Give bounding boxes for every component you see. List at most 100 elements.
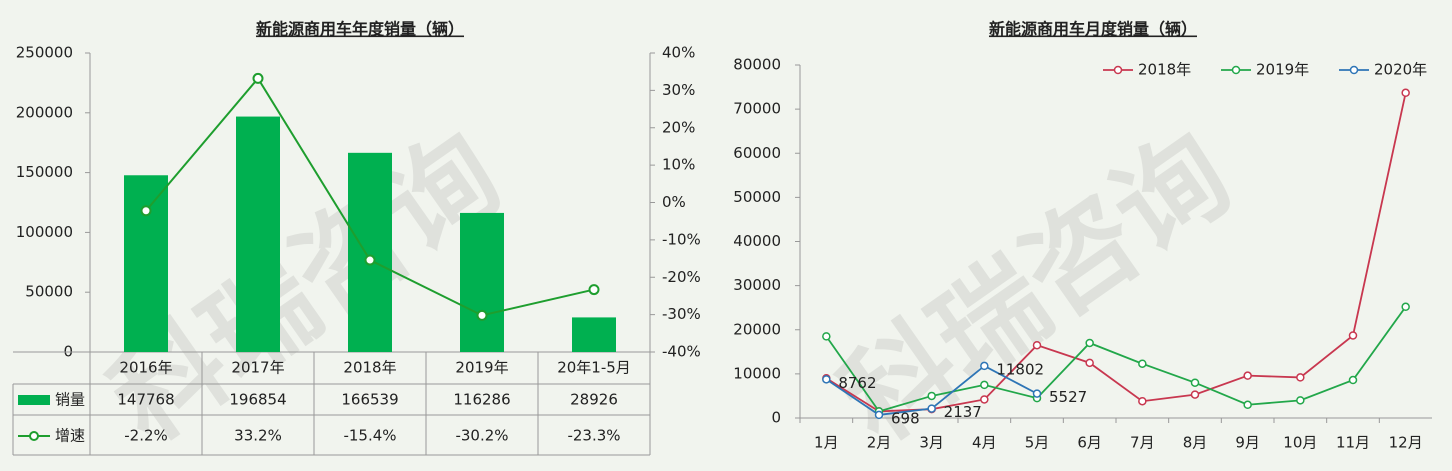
table-value: 116286 xyxy=(453,391,510,409)
legend-marker xyxy=(29,431,39,441)
y-tick-label: 10000 xyxy=(733,364,781,382)
x-tick-label: 2016年 xyxy=(119,359,172,377)
bar xyxy=(460,212,504,352)
y2-tick-label: -30% xyxy=(662,305,701,323)
legend-label: 销量 xyxy=(55,391,85,409)
y-tick-label: 30000 xyxy=(733,276,781,294)
data-label: 11802 xyxy=(996,360,1044,378)
legend-label: 增速 xyxy=(55,427,85,445)
table-value: -15.4% xyxy=(343,427,396,445)
y2-tick-label: 40% xyxy=(662,44,695,62)
y2-tick-label: 10% xyxy=(662,156,695,174)
x-tick-label: 2019年 xyxy=(455,359,508,377)
marker xyxy=(822,375,831,384)
x-tick-label: 5月 xyxy=(1025,434,1050,452)
y-tick-label: 20000 xyxy=(733,320,781,338)
x-tick-label: 10月 xyxy=(1283,434,1317,452)
marker xyxy=(1296,373,1305,382)
x-tick-label: 7月 xyxy=(1130,434,1155,452)
x-tick-label: 12月 xyxy=(1389,434,1423,452)
bar xyxy=(124,175,168,352)
legend-label: 2018年 xyxy=(1138,61,1191,79)
marker xyxy=(1348,375,1358,385)
x-tick-label: 11月 xyxy=(1336,434,1370,452)
x-tick-label: 9月 xyxy=(1235,434,1260,452)
marker xyxy=(980,361,989,371)
table-value: 147768 xyxy=(117,391,174,409)
marker xyxy=(1243,400,1252,410)
x-tick-label: 20年1-5月 xyxy=(557,359,631,377)
marker xyxy=(252,72,264,84)
table-value: 196854 xyxy=(229,391,286,409)
y2-tick-label: -10% xyxy=(662,230,701,248)
x-tick-label: 8月 xyxy=(1183,434,1208,452)
data-label: 698 xyxy=(891,409,920,427)
y-tick-label: 60000 xyxy=(733,144,781,162)
marker xyxy=(1190,378,1200,387)
y2-tick-label: 30% xyxy=(662,81,695,99)
data-label: 5527 xyxy=(1049,388,1087,406)
marker xyxy=(1348,331,1358,340)
legend-marker xyxy=(1349,65,1359,75)
y2-tick-label: -40% xyxy=(662,343,701,361)
legend-swatch xyxy=(18,395,50,405)
bar xyxy=(236,116,280,352)
x-tick-label: 3月 xyxy=(919,434,944,452)
marker xyxy=(364,254,376,266)
y-tick-label: 70000 xyxy=(733,100,781,118)
y2-tick-label: 20% xyxy=(662,118,695,136)
legend-marker xyxy=(1231,65,1241,75)
chart-title: 新能源商用车年度销量（辆） xyxy=(256,20,464,39)
data-label: 8762 xyxy=(838,374,876,392)
marker xyxy=(927,404,936,413)
table-value: -30.2% xyxy=(455,427,508,445)
bar xyxy=(572,317,616,352)
y-tick-label: 100000 xyxy=(16,223,73,241)
marker xyxy=(980,395,989,404)
marker xyxy=(1085,338,1094,348)
y2-tick-label: -20% xyxy=(662,268,701,286)
marker xyxy=(1296,396,1305,405)
y-tick-label: 250000 xyxy=(16,44,73,62)
table-value: 166539 xyxy=(341,391,398,409)
x-tick-label: 2018年 xyxy=(343,359,396,377)
y-tick-label: 0 xyxy=(771,409,781,427)
line xyxy=(825,306,1407,413)
marker xyxy=(1401,88,1410,98)
marker xyxy=(476,309,488,321)
marker xyxy=(1243,371,1252,380)
x-tick-label: 6月 xyxy=(1077,434,1102,452)
marker xyxy=(140,205,152,217)
marker xyxy=(588,284,600,296)
marker xyxy=(822,332,831,341)
marker xyxy=(1138,359,1147,368)
y-tick-label: 200000 xyxy=(16,103,73,121)
y2-tick-label: 0% xyxy=(662,193,686,211)
marker xyxy=(874,410,884,420)
y-tick-label: 50000 xyxy=(25,283,73,301)
y-tick-label: 50000 xyxy=(733,188,781,206)
marker xyxy=(1032,340,1042,350)
table-value: -2.2% xyxy=(124,427,168,445)
table-value: 33.2% xyxy=(234,427,282,445)
x-tick-label: 2月 xyxy=(867,434,892,452)
y-tick-label: 80000 xyxy=(733,56,781,74)
marker xyxy=(1138,396,1147,406)
y-tick-label: 150000 xyxy=(16,163,73,181)
marker xyxy=(927,391,936,401)
legend-label: 2020年 xyxy=(1374,61,1427,79)
marker xyxy=(1032,389,1042,398)
table-value: -23.3% xyxy=(567,427,620,445)
legend-marker xyxy=(1113,65,1123,75)
data-label: 2137 xyxy=(944,403,982,421)
bar xyxy=(348,152,392,352)
marker xyxy=(1085,358,1094,368)
marker xyxy=(980,380,989,390)
x-tick-label: 1月 xyxy=(814,434,839,452)
marker xyxy=(1190,390,1200,399)
table-value: 28926 xyxy=(570,391,618,409)
marker xyxy=(1401,302,1410,312)
legend-label: 2019年 xyxy=(1256,61,1309,79)
chart-title: 新能源商用车月度销量（辆） xyxy=(989,20,1197,39)
